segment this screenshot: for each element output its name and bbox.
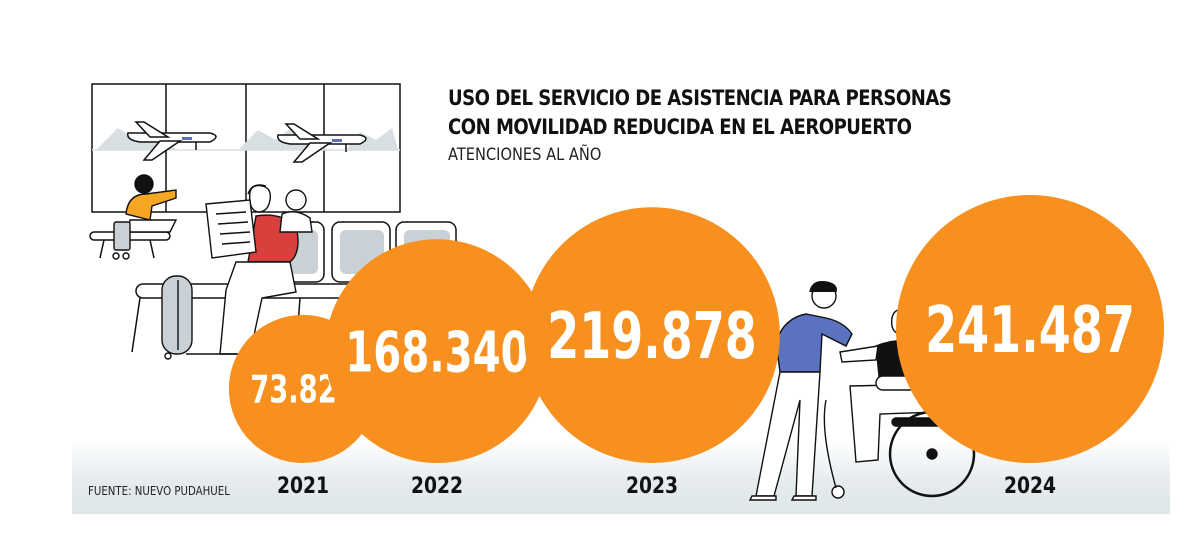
airplane-right-icon — [277, 123, 367, 163]
bubble-series: 73.8282021168.3402022219.8782023241.4872… — [228, 195, 1164, 499]
traveller-phone-illustration — [112, 174, 178, 260]
airport-window-illustration — [91, 83, 401, 213]
source-note: FUENTE: NUEVO PUDAHUEL — [88, 484, 230, 498]
value-label-2022: 168.340 — [345, 321, 528, 385]
year-label-2021: 2021 — [277, 473, 329, 499]
man-newspaper-illustration — [161, 184, 299, 360]
caregiver-illustration — [748, 281, 853, 501]
airplane-left-icon — [127, 121, 217, 161]
chart-subtitle: ATENCIONES AL AÑO — [448, 145, 602, 165]
value-label-2024: 241.487 — [925, 294, 1135, 369]
value-label-2023: 219.878 — [547, 300, 757, 375]
woman-background-illustration — [279, 189, 313, 233]
chart-title-line1: USO DEL SERVICIO DE ASISTENCIA PARA PERS… — [448, 86, 952, 110]
year-label-2023: 2023 — [626, 473, 678, 499]
year-label-2022: 2022 — [411, 473, 463, 499]
bubble-2023 — [524, 207, 780, 463]
chart-title-line2: CON MOVILIDAD REDUCIDA EN EL AEROPUERTO — [448, 115, 912, 139]
year-label-2024: 2024 — [1004, 473, 1056, 499]
bubble-2024 — [896, 195, 1164, 463]
bubble-2022 — [325, 239, 549, 463]
chart-header: USO DEL SERVICIO DE ASISTENCIA PARA PERS… — [448, 84, 1048, 165]
